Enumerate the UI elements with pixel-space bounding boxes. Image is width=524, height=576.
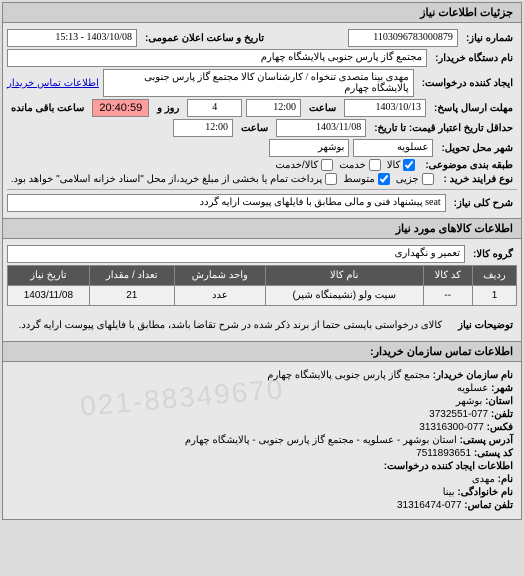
- c-fax-label: فکس:: [487, 422, 513, 433]
- c-requester-family-label: نام خانوادگی:: [457, 487, 513, 498]
- th-unit: واحد شمارش: [174, 266, 265, 286]
- c-address-label: آدرس پستی:: [460, 435, 513, 446]
- cb-kala-khedmat[interactable]: [321, 159, 333, 171]
- deadline-time: 12:00: [246, 99, 301, 117]
- buyer-value: مجتمع گاز پارس جنوبی پالایشگاه چهارم: [7, 49, 427, 67]
- panel-title: جزئیات اطلاعات نیاز: [3, 3, 521, 23]
- th-name: نام کالا: [265, 266, 423, 286]
- th-date: تاریخ نیاز: [8, 266, 90, 286]
- days-label: روز و: [153, 103, 183, 114]
- contact-link[interactable]: اطلاعات تماس خریدار: [7, 78, 99, 89]
- cell-radif: 1: [472, 286, 516, 306]
- table-row: 1 -- سیت ولو (نشیمنگاه شیر) عدد 21 1403/…: [8, 286, 517, 306]
- cell-unit: عدد: [174, 286, 265, 306]
- cb-jozi-label: جزیی: [396, 174, 419, 185]
- min-price-label: حداقل تاریخ اعتبار قیمت: تا تاریخ:: [370, 123, 517, 134]
- subject-class-label: طبقه بندی موضوعی:: [421, 160, 517, 171]
- deadline-date: 1403/10/13: [344, 99, 426, 117]
- c-province: بوشهر: [456, 396, 482, 407]
- requester-value: مهدی بینا متصدی تنخواه / کارشناسان کالا …: [103, 69, 414, 97]
- cb-kala[interactable]: [403, 159, 415, 171]
- c-buyer-name: مجتمع گاز پارس جنوبی پالایشگاه چهارم: [267, 370, 430, 381]
- niaz-key-label: شرح کلی نیاز:: [450, 198, 517, 209]
- th-count: تعداد / مقدار: [89, 266, 174, 286]
- niaz-number-label: شماره نیاز:: [462, 33, 517, 44]
- items-table: ردیف کد کالا نام کالا واحد شمارش تعداد /…: [7, 265, 517, 306]
- contact-section-title: اطلاعات تماس سازمان خریدار:: [3, 341, 521, 362]
- cb-khedmat[interactable]: [369, 159, 381, 171]
- th-code: کد کالا: [423, 266, 472, 286]
- cb-kala-label: کالا: [387, 160, 401, 171]
- days-value: 4: [187, 99, 242, 117]
- remaining-label: ساعت باقی مانده: [7, 103, 88, 114]
- cb-jozi[interactable]: [422, 173, 434, 185]
- cell-code: --: [423, 286, 472, 306]
- date-label: تاریخ و ساعت اعلان عمومی:: [141, 33, 268, 44]
- c-city-label: شهر:: [491, 383, 513, 394]
- buyer-notes-label: توضیحات نیاز: [454, 320, 517, 331]
- c-phone-label: تلفن:: [491, 409, 513, 420]
- niaz-number-value: 1103096783000879: [348, 29, 458, 47]
- group-value: تعمیر و نگهداری: [7, 245, 465, 263]
- cell-name: سیت ولو (نشیمنگاه شیر): [265, 286, 423, 306]
- niaz-key-value: seat پیشنهاد فنی و مالی مطابق با فایلهای…: [7, 194, 446, 212]
- c-address: استان بوشهر - عسلویه - مجتمع گاز پارس جن…: [185, 435, 457, 446]
- cb-kala-khedmat-label: کالا/خدمت: [275, 160, 318, 171]
- delivery-city-1: عسلویه: [353, 139, 433, 157]
- requester-label: ایجاد کننده درخواست:: [418, 78, 517, 89]
- th-radif: ردیف: [472, 266, 516, 286]
- buyer-label: نام دستگاه خریدار:: [431, 53, 517, 64]
- cb-motavasset-label: متوسط: [343, 174, 374, 185]
- remaining-time: 20:40:59: [92, 99, 149, 117]
- min-price-time: 12:00: [173, 119, 233, 137]
- min-price-date: 1403/11/08: [276, 119, 366, 137]
- c-city: عسلویه: [457, 383, 489, 394]
- payment-label: نوع فرایند خرید :: [440, 174, 517, 185]
- c-fax: 077-31316300: [419, 422, 484, 433]
- cb-khedmat-label: خدمت: [339, 160, 366, 171]
- c-creator-label: اطلاعات ایجاد کننده درخواست:: [384, 461, 513, 472]
- c-requester-name: مهدی: [472, 474, 495, 485]
- group-label: گروه کالا:: [469, 249, 517, 260]
- buyer-notes: کالای درخواستی بایستی حتما از برند ذکر ش…: [11, 316, 451, 335]
- c-postal: 7511893651: [416, 448, 471, 459]
- cb-payment-note-label: پرداخت تمام یا بخشی از مبلغ خرید،از محل …: [11, 174, 323, 185]
- cb-motavasset[interactable]: [378, 173, 390, 185]
- cb-payment-note[interactable]: [325, 173, 337, 185]
- c-buyer-name-label: نام سازمان خریدار:: [433, 370, 513, 381]
- c-requester-family: بینا: [443, 487, 455, 498]
- delivery-city-2: بوشهر: [269, 139, 349, 157]
- cell-date: 1403/11/08: [8, 286, 90, 306]
- c-requester-name-label: نام:: [498, 474, 513, 485]
- c-requester-phone-label: تلفن تماس:: [464, 500, 513, 511]
- c-postal-label: کد پستی:: [474, 448, 513, 459]
- min-price-time-label: ساعت: [237, 123, 272, 134]
- c-requester-phone: 077-31316474: [397, 500, 462, 511]
- items-section-title: اطلاعات کالاهای مورد نیاز: [3, 218, 521, 239]
- deadline-time-label: ساعت: [305, 103, 340, 114]
- deadline-label: مهلت ارسال پاسخ:: [430, 103, 517, 114]
- c-province-label: استان:: [485, 396, 513, 407]
- delivery-label: شهر محل تحویل:: [437, 143, 517, 154]
- c-phone: 077-3732551: [429, 409, 488, 420]
- cell-count: 21: [89, 286, 174, 306]
- date-value: 1403/10/08 - 15:13: [7, 29, 137, 47]
